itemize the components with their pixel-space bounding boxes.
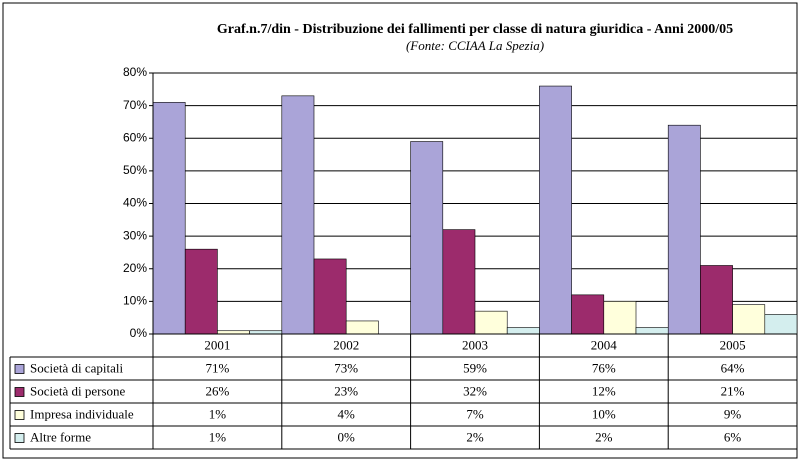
bar [764,314,798,335]
legend-key [14,433,25,443]
bar [506,327,540,335]
value-label: 64% [721,360,745,375]
value-label: 1% [209,429,227,444]
value-label: 6% [724,429,742,444]
bar [474,310,508,335]
value-label: 1% [209,406,227,421]
value-label: 76% [592,360,616,375]
chart-title: Graf.n.7/din - Distribuzione dei fallime… [217,22,733,37]
value-label: 32% [463,383,487,398]
value-label: 21% [721,383,745,398]
y-tick-label: 80% [123,65,147,79]
bar [442,229,476,335]
bar [732,304,766,335]
bar [700,265,733,335]
y-tick-label: 70% [123,98,147,112]
value-label: 0% [338,429,356,444]
bar [184,248,218,335]
x-tick-label: 2001 [204,337,230,352]
value-label: 26% [205,383,229,398]
legend-label: Altre forme [30,429,91,444]
y-tick-label: 50% [123,163,147,177]
bar [313,258,347,335]
y-tick-label: 0% [130,326,148,340]
bar [667,124,701,335]
x-tick-label: 2004 [591,337,618,352]
value-label: 59% [463,360,487,375]
x-tick-label: 2003 [462,337,488,352]
value-label: 71% [205,360,229,375]
bar [152,102,186,335]
bar [345,320,379,335]
legend-label: Impresa individuale [30,406,134,421]
bar [410,141,444,335]
value-label: 9% [724,406,742,421]
chart-subtitle: (Fonte: CCIAA La Spezia) [406,38,544,53]
bar [539,85,572,335]
y-tick-label: 20% [123,261,147,275]
bar [603,301,637,335]
y-tick-label: 40% [123,196,147,210]
value-label: 4% [338,406,356,421]
bar [281,95,315,335]
value-label: 23% [334,383,358,398]
y-tick-label: 60% [123,130,147,144]
x-tick-label: 2002 [333,337,359,352]
legend-label: Società di capitali [30,360,124,375]
bar [635,327,669,335]
value-label: 7% [466,406,484,421]
value-label: 12% [592,383,616,398]
y-tick-label: 10% [123,294,147,308]
x-tick-label: 2005 [720,337,746,352]
bar [571,294,605,335]
legend-key [14,410,25,420]
value-label: 10% [592,406,616,421]
y-tick-label: 30% [123,228,147,242]
value-label: 2% [466,429,484,444]
legend-key [14,364,25,374]
value-label: 2% [595,429,613,444]
legend-label: Società di persone [30,383,126,398]
legend-key [14,387,25,397]
value-label: 73% [334,360,358,375]
